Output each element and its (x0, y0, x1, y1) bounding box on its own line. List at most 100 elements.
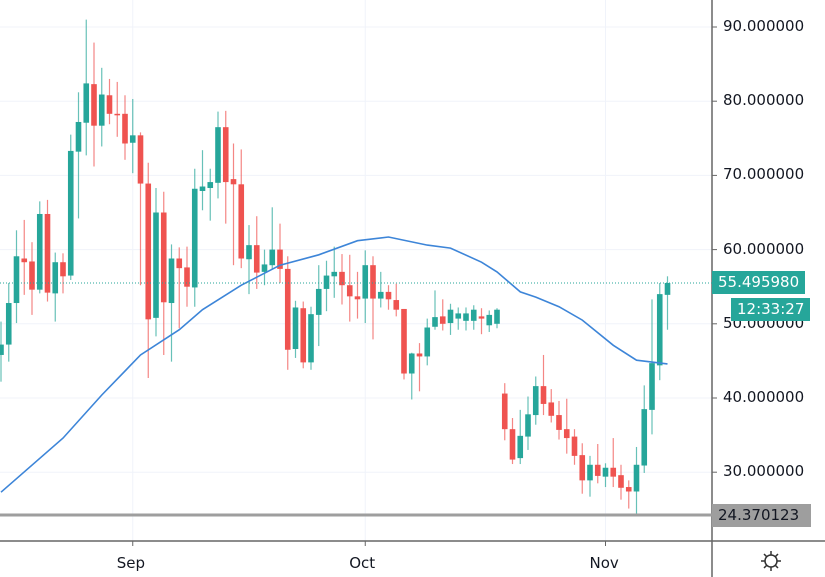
candle-body (308, 314, 314, 363)
candle-body (137, 135, 144, 184)
candle (432, 290, 438, 330)
countdown-label: 12:33:27 (731, 298, 811, 322)
candle-body (610, 467, 617, 477)
candle-body (323, 275, 330, 289)
candle-body (191, 188, 198, 288)
candle (517, 409, 524, 465)
candle-body (44, 213, 51, 293)
candle-body (517, 435, 524, 459)
candle (362, 250, 369, 324)
candle-body (532, 386, 539, 416)
y-tick-label: 40.000000 (723, 388, 805, 406)
candle (587, 455, 593, 497)
candle-body (215, 127, 221, 183)
last-price-label: 55.495980 (712, 271, 806, 295)
candle (656, 282, 663, 381)
candle-body (664, 282, 671, 295)
x-tick-label: Oct (349, 554, 376, 572)
candle (339, 254, 345, 305)
candle-body (13, 256, 20, 304)
candle-body (269, 249, 276, 266)
moving-average-line (0, 236, 668, 493)
candle (509, 418, 516, 465)
candle-body (238, 184, 245, 259)
candle-body (230, 179, 237, 185)
candle-body (0, 344, 4, 355)
candle-body (122, 113, 128, 144)
candle (261, 249, 268, 286)
low-price-label: 24.370123 (712, 503, 812, 527)
candle-body (199, 186, 206, 191)
candle (563, 398, 570, 454)
candle (393, 283, 400, 317)
candle (160, 191, 167, 355)
candle-body (168, 258, 175, 304)
candle (36, 201, 43, 294)
candle-body (261, 264, 268, 272)
candle (184, 246, 190, 307)
candle (416, 343, 423, 392)
candle (532, 376, 539, 425)
candle-body (5, 303, 12, 345)
candle (114, 81, 121, 137)
candle-body (292, 307, 299, 350)
candle-body (67, 150, 74, 276)
candle (98, 67, 105, 147)
candle (269, 207, 276, 270)
candle-body (470, 309, 477, 321)
candle (191, 168, 198, 307)
candle-body (315, 288, 322, 315)
candle (21, 219, 28, 295)
candle (649, 299, 655, 435)
candle (52, 252, 59, 322)
candle-body (633, 464, 640, 492)
candle (463, 307, 469, 331)
candle (106, 78, 113, 125)
x-tick-label: Nov (589, 554, 619, 572)
candle-body (176, 258, 183, 269)
y-tick-label: 30.000000 (723, 462, 805, 481)
candle (168, 244, 175, 362)
candle (594, 444, 601, 484)
y-tick-label: 80.000000 (723, 91, 805, 110)
candle (67, 134, 74, 281)
candle-body (83, 83, 90, 123)
candle-body (106, 95, 113, 114)
candle-body (641, 409, 648, 466)
candle-body (145, 183, 152, 320)
candle (331, 246, 338, 298)
gear-icon[interactable] (761, 551, 781, 571)
candle-body (277, 249, 283, 269)
candle-body (594, 464, 601, 476)
candle-body (401, 308, 407, 374)
candle (354, 271, 361, 319)
candle-body (656, 294, 663, 366)
candle-body (246, 245, 252, 260)
candle-body (509, 429, 516, 460)
candle (153, 188, 159, 337)
candle-body (424, 327, 431, 357)
candle (277, 223, 283, 283)
candle (292, 300, 299, 358)
candle (323, 260, 330, 312)
candle (60, 253, 66, 294)
candle-body (362, 265, 369, 299)
candle (284, 256, 291, 370)
candle-body (253, 245, 260, 273)
candle (525, 396, 531, 450)
candle-body (160, 212, 167, 303)
candle (408, 352, 415, 400)
candle-body (29, 261, 35, 290)
candle-body (60, 262, 66, 277)
candle (625, 480, 632, 509)
candle-body (385, 291, 392, 300)
candles (0, 19, 671, 514)
candle-body (625, 487, 632, 492)
candle (145, 162, 152, 378)
candle-body (455, 313, 462, 319)
candle-body (114, 113, 121, 116)
candle-body (98, 94, 105, 126)
candle-body (377, 291, 384, 299)
candle-body (284, 268, 291, 350)
